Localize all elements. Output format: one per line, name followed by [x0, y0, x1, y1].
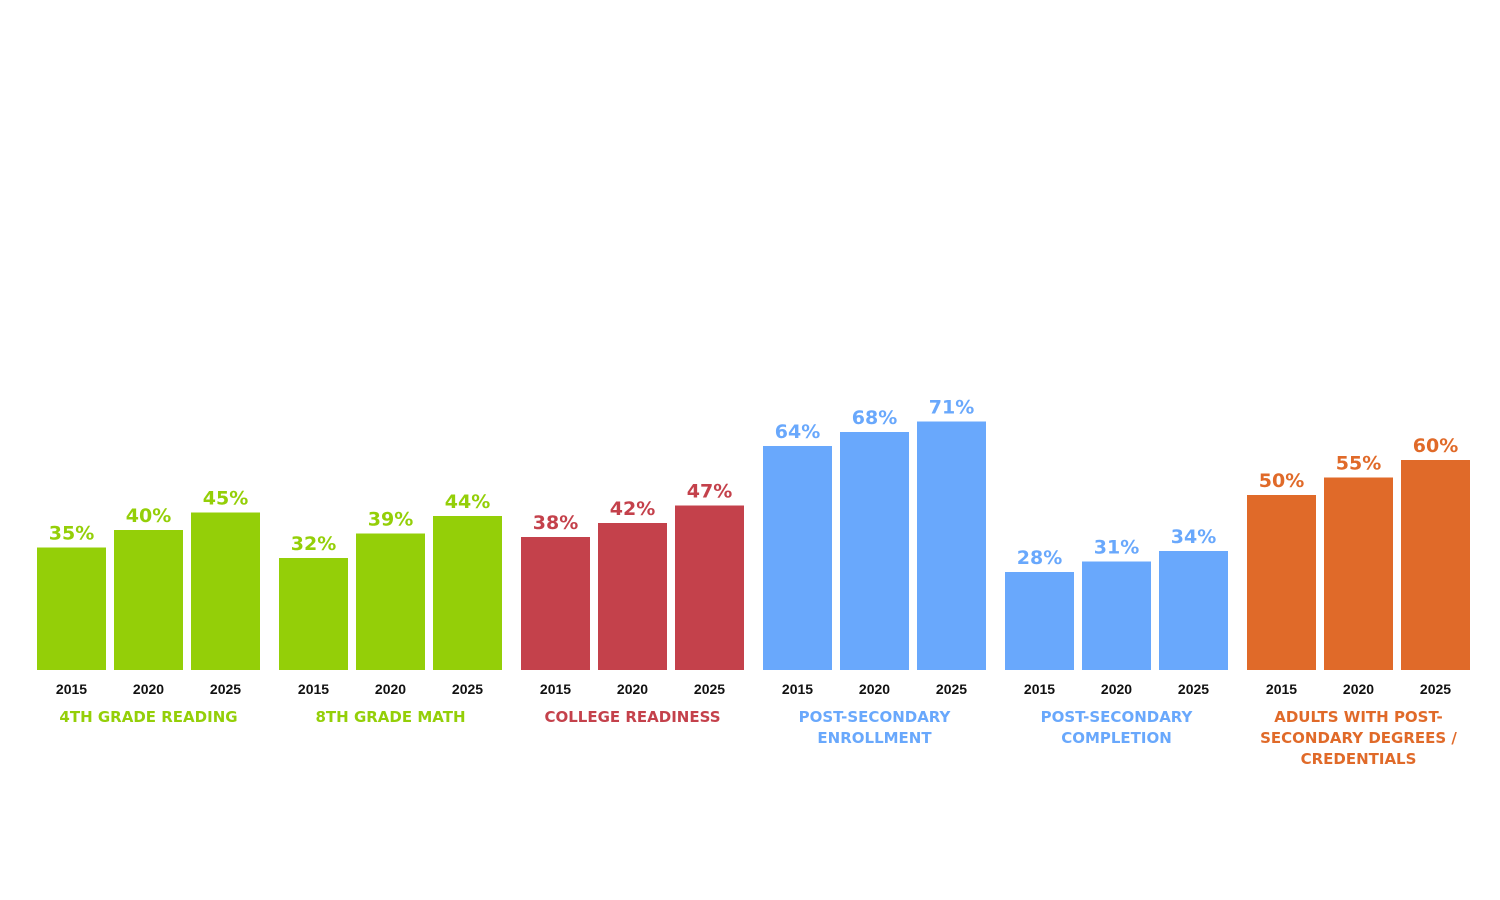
year-tick-label: 2025: [1178, 681, 1209, 697]
group-label: 8TH GRADE MATH: [316, 708, 466, 726]
group-label: SECONDARY DEGREES /: [1260, 729, 1457, 747]
bar-group-6-2015: [1247, 495, 1316, 670]
value-label: 60%: [1413, 435, 1458, 457]
year-tick-label: 2015: [298, 681, 329, 697]
value-label: 39%: [368, 509, 413, 531]
group-label: 4TH GRADE READING: [59, 708, 237, 726]
year-tick-label: 2020: [1101, 681, 1132, 697]
bar-group-5-2020: [1082, 561, 1151, 670]
year-tick-label: 2015: [540, 681, 571, 697]
group-label: CREDENTIALS: [1301, 750, 1417, 768]
bar-group-4-2015: [763, 446, 832, 670]
value-label: 45%: [203, 488, 248, 510]
year-tick-label: 2015: [782, 681, 813, 697]
year-labels-layer: 2015 2020 2025 2015 2020 2025 2015 2020 2025 2015…: [56, 681, 1451, 697]
value-label: 64%: [775, 421, 820, 443]
bar-group-5-2025: [1159, 551, 1228, 670]
year-tick-label: 2015: [1266, 681, 1297, 697]
value-label: 40%: [126, 505, 171, 527]
bar-group-2-2025: [433, 516, 502, 670]
year-tick-label: 2020: [859, 681, 890, 697]
bar-group-1-2015: [37, 547, 106, 670]
bar-group-1-2020: [114, 530, 183, 670]
bar-group-2-2020: [356, 533, 425, 670]
value-label: 50%: [1259, 470, 1304, 492]
bar-group-1-2025: [191, 512, 260, 670]
bar-group-2-2015: [279, 558, 348, 670]
value-label: 44%: [445, 491, 490, 513]
value-label: 55%: [1336, 453, 1381, 475]
bar-group-5-2015: [1005, 572, 1074, 670]
value-label: 71%: [929, 397, 974, 419]
group-label: ADULTS WITH POST-: [1274, 708, 1443, 726]
year-tick-label: 2020: [1343, 681, 1374, 697]
year-tick-label: 2020: [375, 681, 406, 697]
year-tick-label: 2015: [1024, 681, 1055, 697]
bar-group-3-2020: [598, 523, 667, 670]
year-tick-label: 2020: [617, 681, 648, 697]
bar-group-4-2025: [917, 421, 986, 670]
group-label: COMPLETION: [1061, 729, 1172, 747]
year-tick-label: 2025: [936, 681, 967, 697]
bar-group-6-2020: [1324, 477, 1393, 670]
group-label: ENROLLMENT: [817, 729, 932, 747]
group-label: POST-SECONDARY: [1041, 708, 1194, 726]
year-tick-label: 2025: [694, 681, 725, 697]
year-tick-label: 2015: [56, 681, 87, 697]
value-label: 31%: [1094, 537, 1139, 559]
bars-layer: [37, 421, 1470, 670]
year-tick-label: 2025: [210, 681, 241, 697]
value-label: 47%: [687, 481, 732, 503]
value-label: 32%: [291, 533, 336, 555]
value-label: 35%: [49, 523, 94, 545]
group-label: POST-SECONDARY: [799, 708, 952, 726]
value-labels-layer: 35% 40% 45% 32% 39% 44% 38% 42% 47% 64% 68% 71% 28% 3…: [49, 397, 1458, 570]
value-label: 28%: [1017, 547, 1062, 569]
group-label: COLLEGE READINESS: [544, 708, 720, 726]
bar-group-4-2020: [840, 432, 909, 670]
bar-group-3-2025: [675, 505, 744, 670]
bar-group-3-2015: [521, 537, 590, 670]
value-label: 38%: [533, 512, 578, 534]
year-tick-label: 2025: [452, 681, 483, 697]
value-label: 42%: [610, 498, 655, 520]
group-labels-layer: 4TH GRADE READING 8TH GRADE MATH COLLEGE R…: [59, 708, 1457, 768]
year-tick-label: 2020: [133, 681, 164, 697]
value-label: 34%: [1171, 526, 1216, 548]
year-tick-label: 2025: [1420, 681, 1451, 697]
bar-group-6-2025: [1401, 460, 1470, 670]
value-label: 68%: [852, 407, 897, 429]
